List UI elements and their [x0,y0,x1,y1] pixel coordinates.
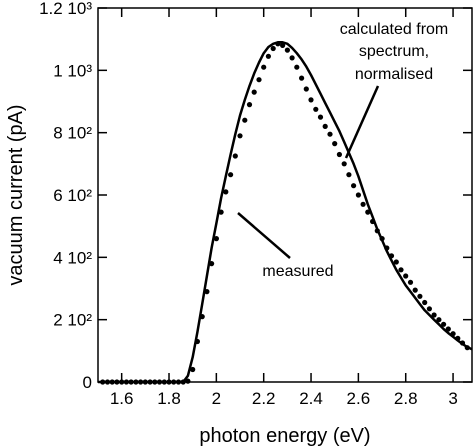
annotation-measured-pointer [237,212,291,259]
x-tick-label: 2.2 [252,389,276,408]
measured-point [242,117,248,123]
y-tick-label: 2 10² [53,311,92,330]
y-tick-label: 1.2 10³ [39,0,92,18]
measured-point [303,86,309,92]
measured-point [422,299,428,306]
measured-point [445,326,451,332]
series-layer [98,41,473,385]
x-tick-label: 2.8 [394,389,418,408]
measured-point [317,114,324,120]
measured-point [336,151,342,158]
measured-point [426,306,432,312]
annotation-calculated-line1: calculated from [340,21,449,38]
x-axis-title: photon energy (eV) [199,425,370,447]
measured-point [441,321,447,327]
measured-point [246,102,253,108]
measured-point [299,75,305,81]
y-tick-label: 0 [83,373,92,392]
measured-point [431,312,437,318]
x-tick-label: 2.4 [299,389,323,408]
plot-frame [97,7,473,383]
measured-point [341,161,347,167]
measured-point [332,141,338,147]
measured-point [403,273,409,279]
measured-point [190,366,196,373]
x-tick-label: 2.6 [347,389,371,408]
measured-point [308,97,314,103]
annotation-calculated-pointer [344,85,380,159]
measured-point [185,378,191,384]
x-tick-label: 1.8 [157,389,181,408]
measured-point [398,267,404,273]
measured-point [213,236,219,242]
y-axis-title: vacuum current (pA) [5,104,27,285]
measured-point [355,192,361,198]
measured-point [228,172,234,178]
x-tick-label: 1.6 [110,389,134,408]
measured-point [261,64,267,70]
measured-point [360,201,366,207]
measured-point [251,89,257,95]
measured-point [265,53,271,59]
measured-point [407,279,414,285]
measured-point [289,55,295,61]
measured-point [270,45,276,52]
measured-point [417,293,423,299]
x-tick-label: 3 [448,389,457,408]
x-tick-label: 2 [212,389,221,408]
measured-point [313,106,319,112]
y-tick-label: 8 10² [53,124,92,143]
measured-point [232,153,238,159]
measured-point [346,172,352,178]
measured-point [284,47,290,53]
measured-point [322,123,328,129]
measured-point [256,77,262,83]
measured-point [393,259,399,265]
annotation-calculated-line3: normalised [355,66,433,83]
annotation-measured: measured [262,263,333,280]
tick-labels: 1.6 1.8 2 2.2 2.4 2.6 2.8 3 0 2 10² 4 10² 6 10² 8 10… [39,0,458,408]
measured-point [351,183,357,189]
calculated-curve [98,41,473,384]
measured-point [223,189,229,195]
measured-point [237,133,243,139]
measured-point [412,287,418,293]
y-tick-label: 6 10² [53,186,92,205]
y-tick-label: 1 10³ [53,61,92,80]
measured-point [280,42,286,49]
annotation-calculated-line2: spectrum, [359,43,429,60]
measured-point [294,64,300,70]
measured-point [436,317,442,323]
y-tick-label: 4 10² [53,248,92,267]
measured-point [327,131,333,137]
ticks [98,7,472,383]
